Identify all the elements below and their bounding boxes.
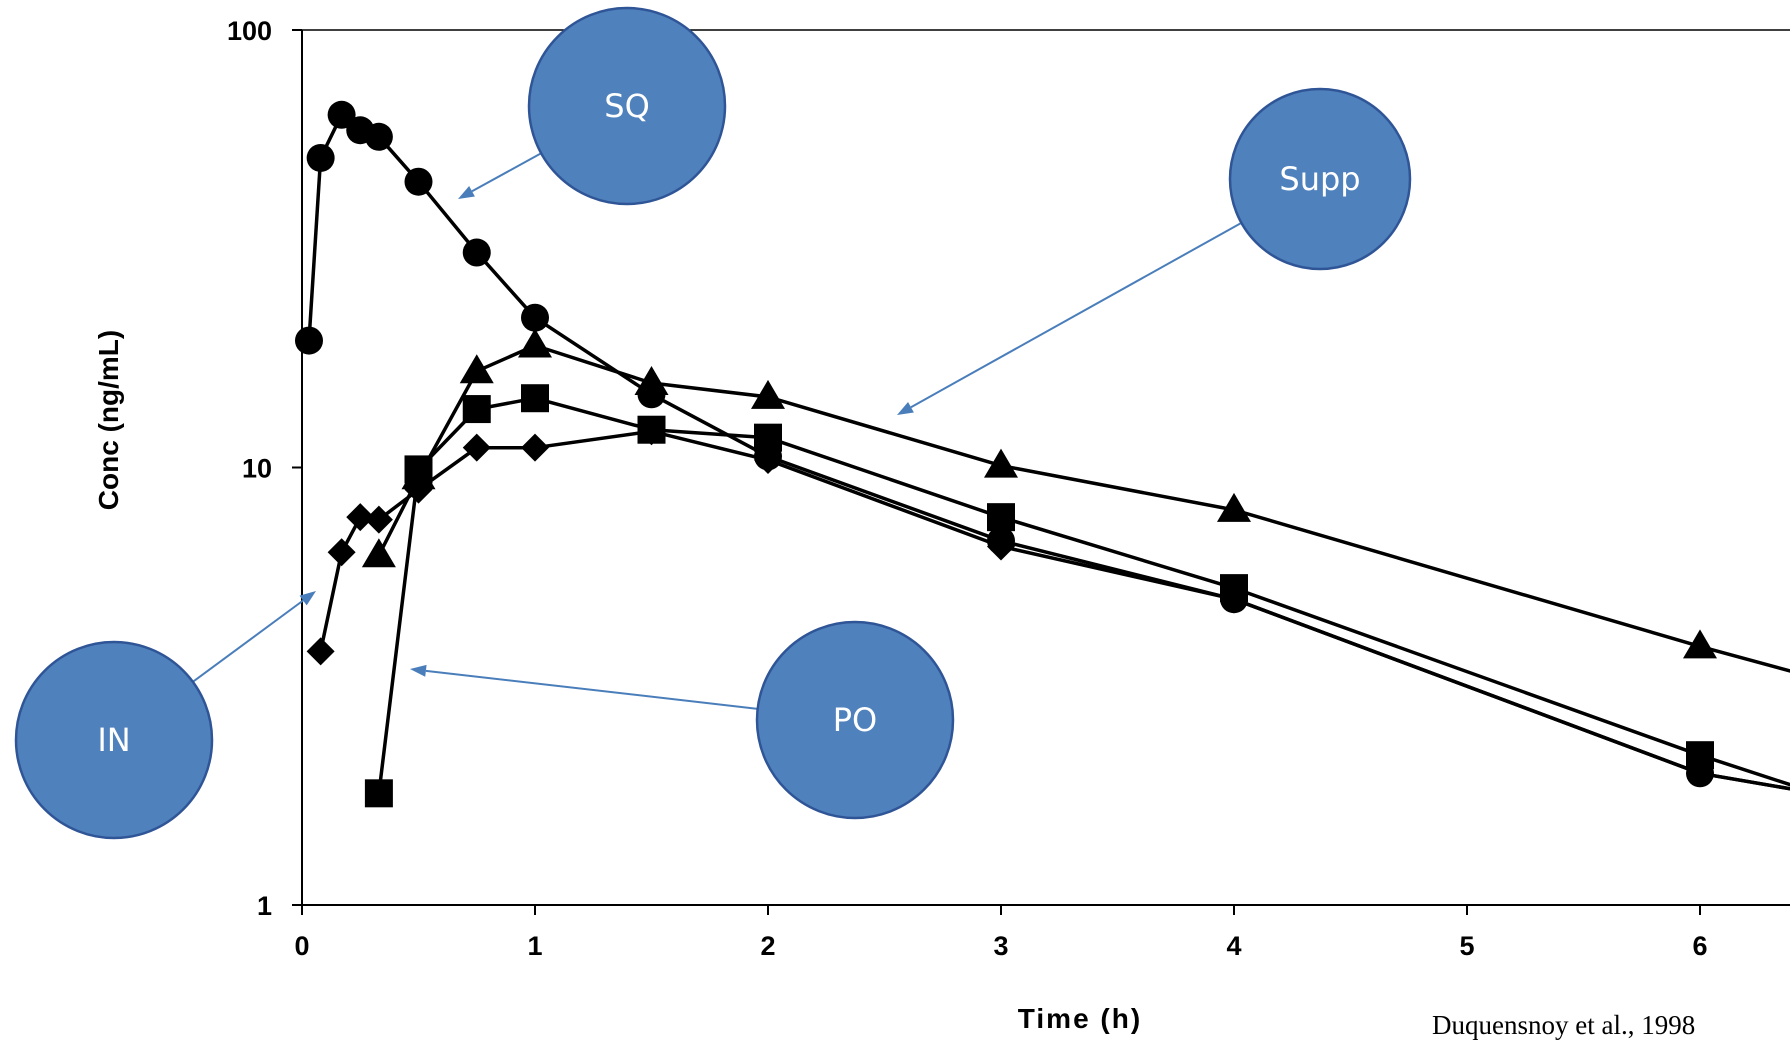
triangle-marker (751, 379, 785, 409)
diamond-marker (521, 433, 549, 462)
diamond-marker (987, 532, 1015, 561)
annotation-arrowhead (458, 186, 475, 199)
series-markers (294, 100, 1717, 808)
y-axis-title: Conc (ng/mL) (93, 330, 124, 510)
annotation-bubble (1228, 87, 1412, 271)
diamond-marker (306, 637, 335, 666)
circle-marker (364, 122, 393, 151)
y-tick-label: 100 (227, 16, 272, 46)
square-marker (987, 503, 1015, 532)
annotation-arrowhead (299, 591, 316, 606)
triangle-marker (459, 354, 494, 384)
series-line-diamond (318, 429, 1790, 791)
circle-marker (521, 303, 549, 332)
triangle-marker (634, 366, 669, 396)
x-axis-title: Time (h) (1018, 1003, 1142, 1034)
x-tick-label: 5 (1459, 931, 1474, 961)
square-marker (462, 395, 491, 424)
y-tick-label: 10 (242, 454, 272, 484)
circle-marker (462, 238, 491, 267)
annotation-label: PO (833, 701, 877, 739)
diamond-marker (462, 433, 491, 462)
circle-marker (294, 326, 323, 355)
diamond-marker (1220, 585, 1248, 614)
annotation-arrowhead (897, 401, 914, 415)
annotation-arrowhead (410, 664, 427, 677)
diamond-marker (346, 503, 375, 532)
annotation-arrow (471, 152, 542, 193)
annotation-bubble (527, 6, 727, 206)
diamond-marker (754, 446, 782, 475)
circle-marker (327, 100, 356, 129)
series-line-triangle (377, 343, 1790, 673)
x-tick-label: 2 (760, 931, 775, 961)
source-citation: Duquensnoy et al., 1998 (1432, 1010, 1695, 1040)
annotation-label: IN (97, 721, 130, 759)
x-tick-label: 6 (1692, 931, 1707, 961)
x-tick-label: 3 (993, 931, 1008, 961)
series-line-square (377, 396, 1790, 794)
diamond-marker (637, 417, 666, 446)
x-tick-label: 0 (294, 931, 309, 961)
annotation-label: SQ (604, 87, 650, 125)
triangle-marker (1217, 492, 1251, 522)
annotation-bubbles: SQ Supp IN PO (14, 6, 1412, 840)
diamond-marker (1686, 759, 1714, 788)
square-marker (521, 384, 549, 413)
y-tick-label: 1 (257, 891, 272, 921)
circle-marker (306, 143, 335, 172)
triangle-marker (361, 538, 396, 568)
triangle-marker (518, 328, 552, 358)
annotation-arrow (910, 221, 1242, 409)
x-tick-label: 1 (527, 931, 542, 961)
x-tick-label: 4 (1226, 931, 1241, 961)
diamond-marker (364, 505, 393, 534)
annotation-label: Supp (1279, 160, 1360, 198)
circle-marker (404, 167, 433, 196)
annotation-arrow (425, 669, 758, 710)
triangle-marker (984, 448, 1018, 478)
square-marker (364, 779, 393, 808)
diamond-marker (327, 538, 356, 567)
annotation-arrows (192, 152, 1242, 710)
annotation-arrow (192, 599, 304, 683)
annotation-bubble (14, 640, 214, 840)
triangle-marker (1683, 629, 1717, 659)
annotation-bubble (755, 620, 955, 820)
diamond-marker (404, 475, 433, 504)
